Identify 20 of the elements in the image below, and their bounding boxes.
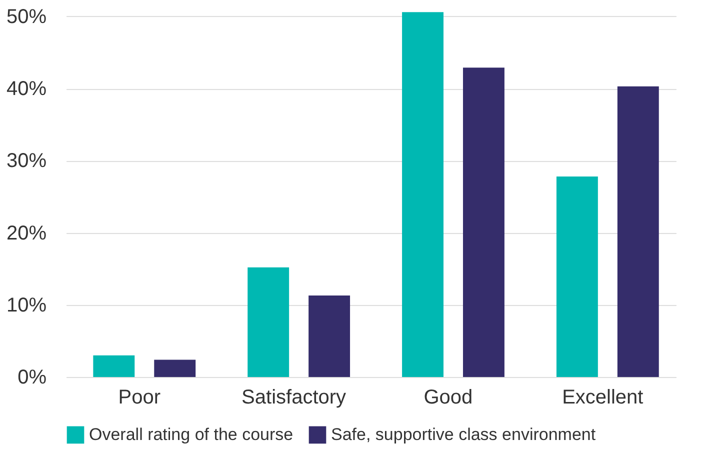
x-tick-label: Excellent [562, 386, 644, 408]
bar [248, 267, 290, 377]
y-tick-label: 20% [6, 222, 47, 244]
x-tick-label: Good [424, 386, 473, 408]
y-tick-label: 40% [6, 78, 47, 100]
bar [617, 86, 659, 377]
y-tick-label: 10% [6, 294, 47, 316]
bar [556, 176, 598, 377]
x-tick-label: Satisfactory [242, 386, 346, 408]
y-tick-label: 50% [6, 6, 47, 28]
bar [463, 68, 504, 377]
bar [308, 296, 350, 377]
bar [402, 12, 444, 377]
bar [93, 355, 135, 377]
legend-label: Safe, supportive class environment [331, 424, 596, 444]
legend-label: Overall rating of the course [89, 424, 294, 444]
y-tick-label: 30% [6, 150, 47, 172]
bar [154, 360, 196, 377]
x-tick-label: Poor [118, 386, 161, 408]
y-tick-label: 0% [18, 366, 47, 388]
